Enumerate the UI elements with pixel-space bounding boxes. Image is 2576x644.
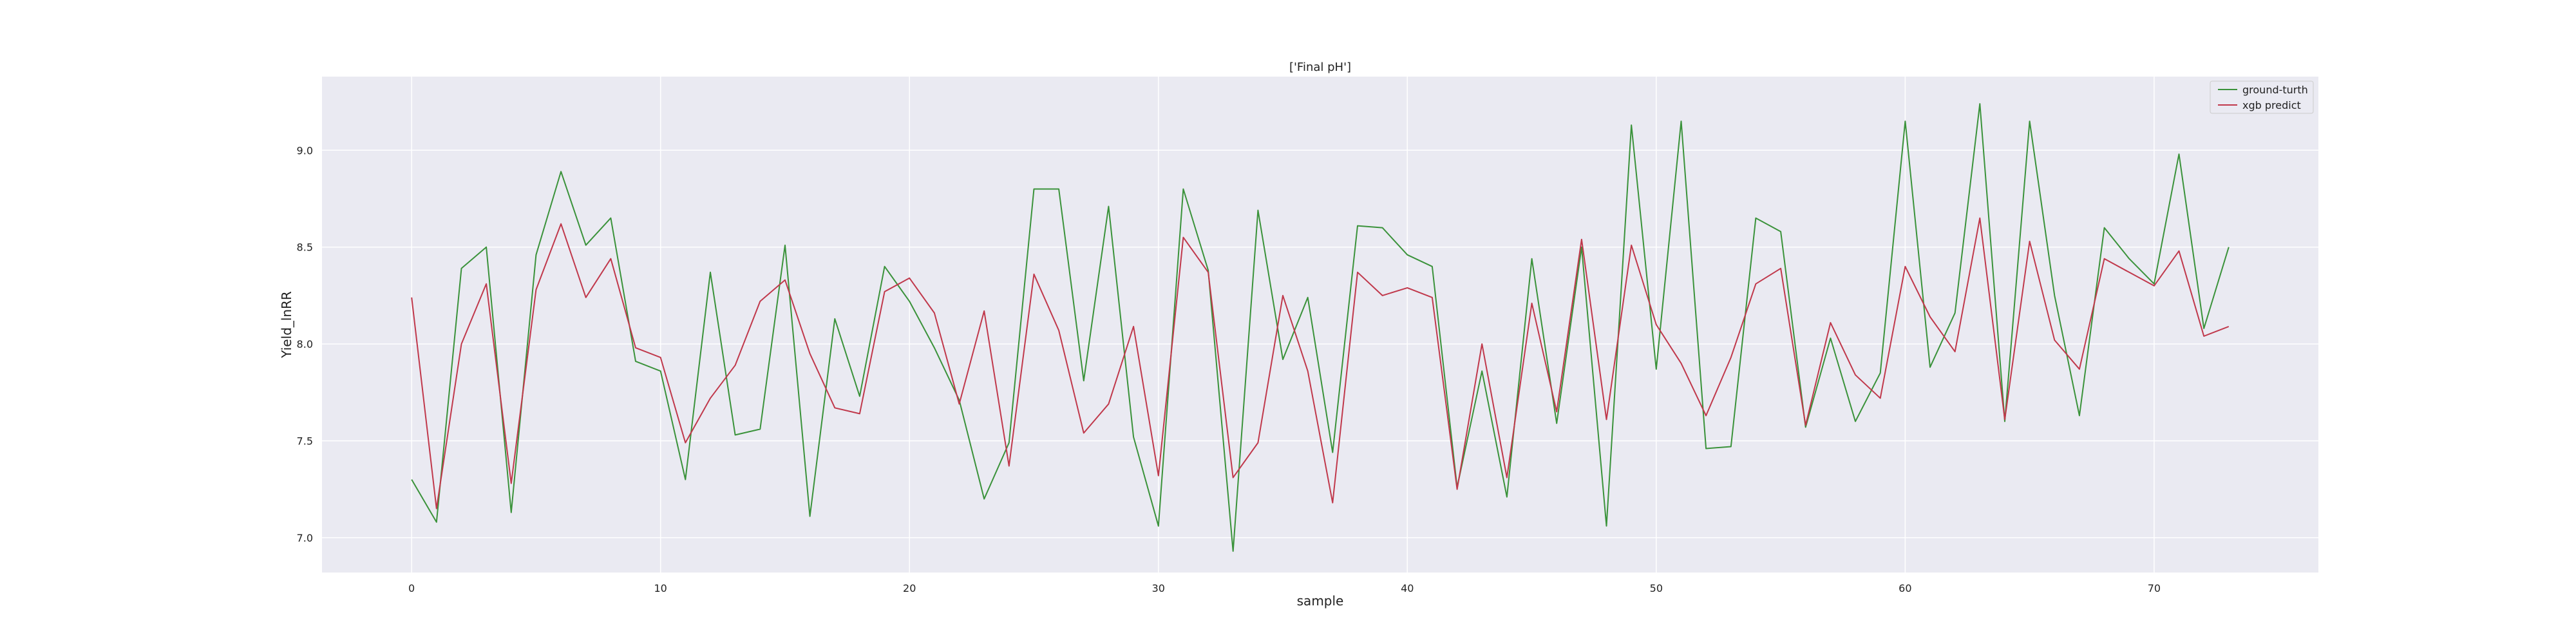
y-tick-label: 7.5 (297, 435, 313, 447)
y-axis-label: Yield_lnRR (279, 291, 294, 359)
y-tick-label: 8.0 (297, 338, 313, 350)
x-tick-label: 10 (654, 582, 667, 594)
series-lines (411, 103, 2230, 552)
legend: ground-turth xgb predict (2210, 80, 2314, 114)
x-tick-label: 30 (1152, 582, 1165, 594)
y-tick-label: 8.5 (297, 242, 313, 254)
x-tick-label: 40 (1401, 582, 1414, 594)
y-tick-label: 9.0 (297, 144, 313, 156)
grid-lines (322, 77, 2318, 573)
series-line-ground-turth (411, 103, 2230, 552)
x-tick-label: 0 (408, 582, 415, 594)
x-tick-label: 70 (2148, 582, 2161, 594)
x-tick-label: 60 (1899, 582, 1911, 594)
y-tick-label: 7.0 (297, 532, 313, 544)
chart-title: ['Final pH'] (1289, 61, 1351, 74)
x-tick-label: 20 (903, 582, 916, 594)
x-axis-label: sample (1297, 593, 1344, 609)
y-tick-labels: 7.0 7.5 8.0 8.5 9.0 (297, 144, 313, 544)
x-tick-label: 50 (1650, 582, 1663, 594)
legend-label-xgb-predict: xgb predict (2242, 99, 2301, 111)
legend-label-ground-truth: ground-turth (2242, 84, 2308, 96)
series-line-xgb-predict (411, 217, 2230, 509)
plot-area (322, 77, 2318, 573)
x-tick-labels: 0 10 20 30 40 50 60 70 (408, 582, 2161, 594)
